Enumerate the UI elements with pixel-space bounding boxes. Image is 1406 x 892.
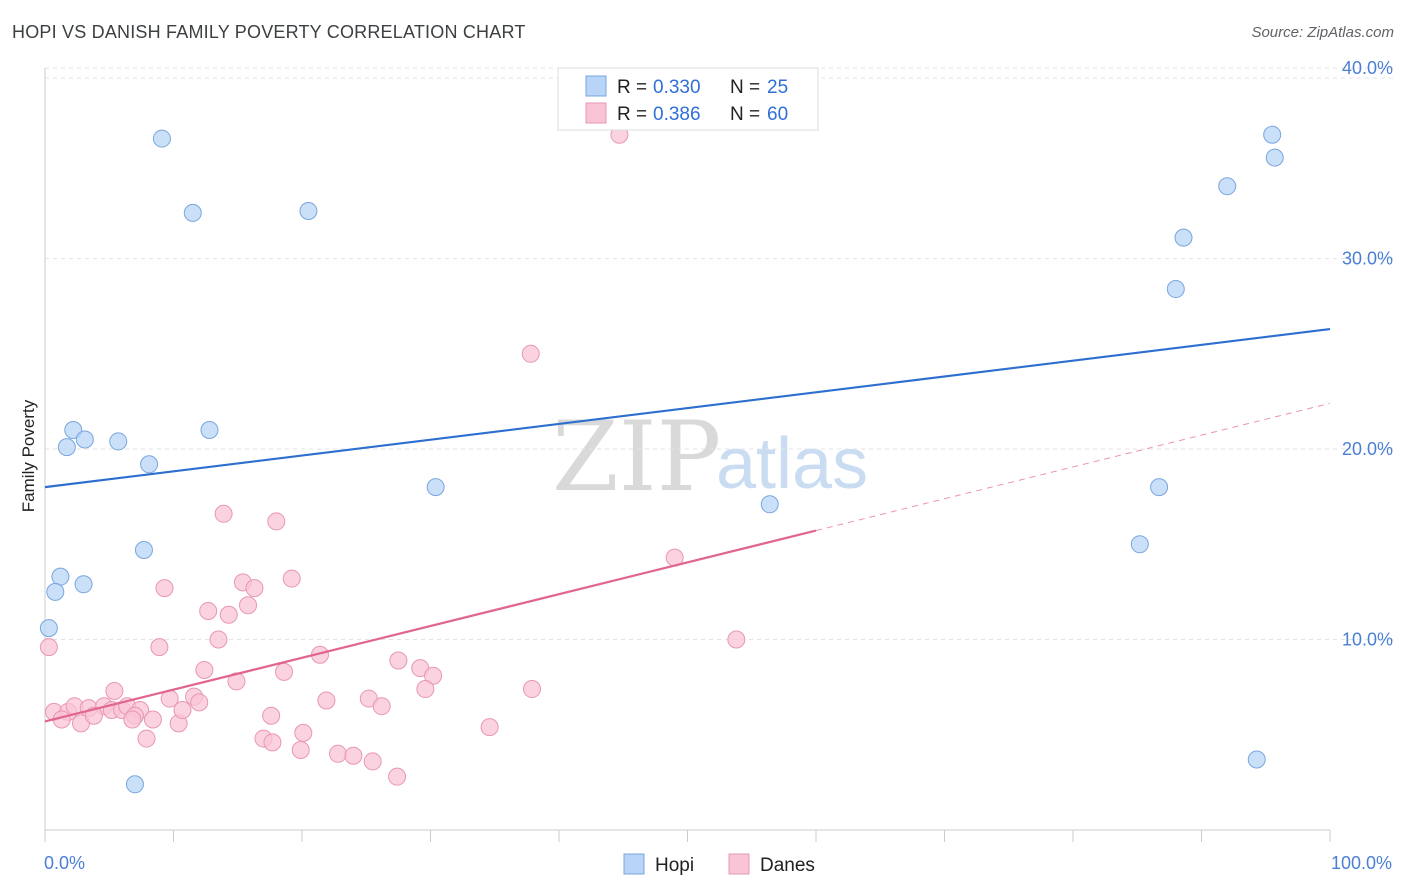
stats-legend: R = 0.330 N = 25 R = 0.386 N = 60 — [557, 67, 819, 131]
watermark-atlas: atlas — [716, 424, 868, 504]
danes-trend-line — [44, 529, 817, 723]
danes-point — [344, 746, 363, 765]
y-tick-labels: 10.0% 20.0% 30.0% 40.0% — [1342, 58, 1393, 649]
hopi-r-label: R = — [617, 77, 647, 98]
hopi-point — [1166, 280, 1185, 299]
danes-point — [291, 741, 310, 759]
danes-point — [123, 710, 142, 729]
danes-point — [317, 691, 336, 710]
hopi-point — [46, 582, 65, 601]
danes-point — [219, 605, 238, 624]
series-legend: Hopi Danes — [623, 853, 815, 876]
hopi-point — [200, 421, 219, 439]
danes-point — [150, 638, 169, 657]
danes-point — [190, 693, 209, 712]
danes-trend-line-extension — [815, 402, 1331, 532]
danes-point — [282, 569, 301, 588]
danes-point — [480, 718, 499, 737]
danes-point — [263, 733, 282, 752]
chart-source: Source: ZipAtlas.com — [1251, 24, 1394, 41]
x-tick-label: 100.0% — [1331, 853, 1392, 873]
hopi-point — [64, 421, 83, 439]
y-tick-label: 30.0% — [1342, 249, 1393, 269]
trend-lines — [44, 327, 1331, 723]
hopi-bottom-label: Hopi — [655, 855, 694, 876]
y-tick-label: 10.0% — [1342, 630, 1393, 650]
hopi-trend-line — [44, 327, 1331, 489]
danes-point — [262, 706, 281, 725]
danes-point — [372, 697, 391, 716]
hopi-point — [1263, 125, 1282, 144]
hopi-point — [134, 541, 153, 559]
danes-point — [328, 744, 347, 763]
hopi-point — [1174, 228, 1193, 247]
hopi-n-label: N = — [730, 77, 760, 98]
danes-points — [39, 125, 746, 786]
danes-point — [195, 661, 214, 679]
danes-point — [416, 680, 435, 699]
hopi-point — [1130, 535, 1149, 554]
danes-point — [294, 723, 313, 742]
danes-point — [173, 701, 192, 719]
y-tick-label: 40.0% — [1342, 58, 1393, 78]
hopi-point — [152, 129, 171, 148]
hopi-point — [140, 455, 159, 474]
danes-point — [155, 579, 174, 598]
danes-point — [105, 681, 124, 700]
danes-point — [245, 579, 264, 598]
danes-r-value: 0.386 — [653, 104, 701, 125]
danes-bottom-label: Danes — [760, 855, 815, 876]
danes-point — [209, 630, 228, 649]
danes-n-value: 60 — [767, 104, 788, 125]
hopi-legend-swatch — [585, 75, 607, 97]
danes-r-label: R = — [617, 104, 647, 125]
hopi-point — [1265, 148, 1284, 167]
hopi-point — [183, 203, 202, 222]
danes-point — [214, 504, 233, 523]
chart-title: HOPI VS DANISH FAMILY POVERTY CORRELATIO… — [12, 22, 526, 42]
x-ticks — [44, 830, 1331, 842]
danes-point — [389, 651, 408, 670]
hopi-point — [57, 438, 76, 457]
danes-point — [39, 638, 58, 657]
danes-legend-swatch — [585, 102, 607, 124]
danes-point — [199, 601, 218, 620]
y-axis-title: Family Poverty — [19, 399, 38, 512]
hopi-point — [760, 495, 779, 514]
danes-bottom-swatch — [728, 853, 750, 875]
danes-point — [727, 630, 746, 649]
hopi-point — [75, 430, 94, 449]
watermark-zip: ZIP — [552, 401, 721, 513]
danes-point — [267, 512, 286, 531]
y-tick-label: 20.0% — [1342, 439, 1393, 459]
danes-point — [521, 344, 540, 363]
danes-point — [137, 729, 156, 748]
hopi-point — [51, 567, 70, 586]
hopi-bottom-swatch — [623, 853, 645, 875]
danes-point — [523, 680, 542, 699]
danes-point — [388, 767, 407, 786]
danes-point — [424, 666, 443, 685]
hopi-point — [74, 575, 93, 594]
danes-n-label: N = — [730, 104, 760, 125]
danes-point — [239, 596, 258, 615]
hopi-point — [299, 201, 318, 220]
hopi-point — [125, 775, 144, 794]
x-tick-label: 0.0% — [44, 853, 85, 873]
hopi-point — [109, 432, 128, 451]
hopi-point — [1247, 750, 1266, 769]
x-tick-labels: 0.0% 100.0% — [44, 853, 1392, 873]
danes-point — [363, 752, 382, 771]
danes-point — [143, 710, 162, 729]
hopi-point — [39, 619, 58, 638]
hopi-point — [426, 478, 445, 497]
hopi-n-value: 25 — [767, 77, 788, 98]
hopi-r-value: 0.330 — [653, 77, 701, 98]
hopi-points — [39, 125, 1284, 794]
hopi-point — [1150, 478, 1169, 497]
hopi-point — [1218, 177, 1237, 196]
watermark: ZIP atlas — [552, 401, 868, 513]
danes-point — [275, 662, 294, 681]
